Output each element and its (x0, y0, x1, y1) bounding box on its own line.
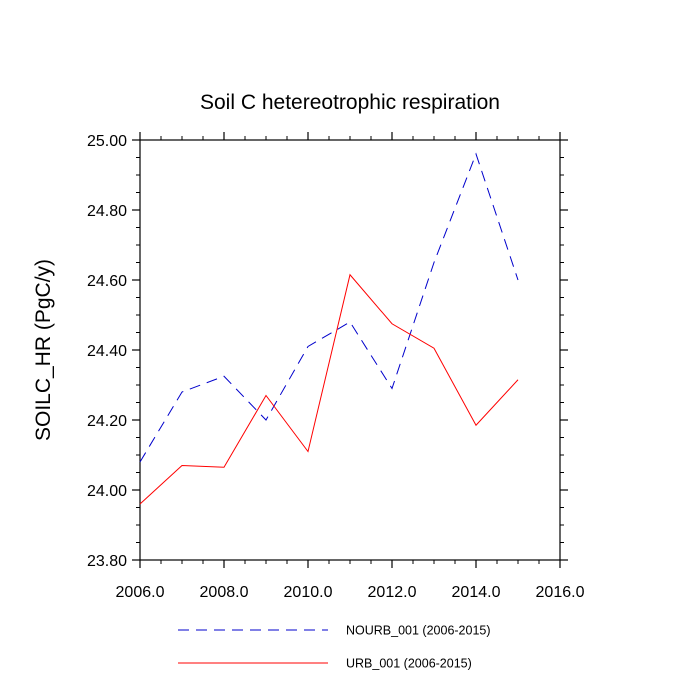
y-tick-label: 24.20 (87, 413, 127, 430)
y-axis-label: SOILC_HR (PgC/y) (32, 259, 55, 441)
series-line-0 (139, 152, 519, 463)
plot-frame (139, 139, 561, 561)
series-line-1 (139, 273, 519, 505)
y-tick-label: 24.00 (87, 483, 127, 500)
x-tick-label: 2014.0 (452, 584, 501, 601)
y-tick-label: 23.80 (87, 553, 127, 570)
x-tick-label: 2010.0 (284, 584, 333, 601)
x-tick-label: 2008.0 (200, 584, 249, 601)
axes: 2006.0 2008.0 2010.0 2012.0 2014.0 2016.0 23.8… (87, 132, 585, 601)
y-tick-label: 24.60 (87, 273, 127, 290)
y-tick-label: 24.80 (87, 203, 127, 220)
y-tick-label: 25.00 (87, 133, 127, 150)
y-tick-label: 24.40 (87, 343, 127, 360)
chart-title: Soil C hetereotrophic respiration (200, 91, 500, 114)
x-tick-label: 2006.0 (116, 584, 165, 601)
legend: NOURB_001 (2006-2015) URB_001 (2006-2015) (178, 624, 491, 671)
legend-label-0: NOURB_001 (2006-2015) (346, 624, 491, 638)
legend-label-1: URB_001 (2006-2015) (346, 657, 472, 671)
plot-lines (139, 152, 519, 505)
x-tick-label: 2012.0 (368, 584, 417, 601)
x-tick-label: 2016.0 (536, 584, 585, 601)
